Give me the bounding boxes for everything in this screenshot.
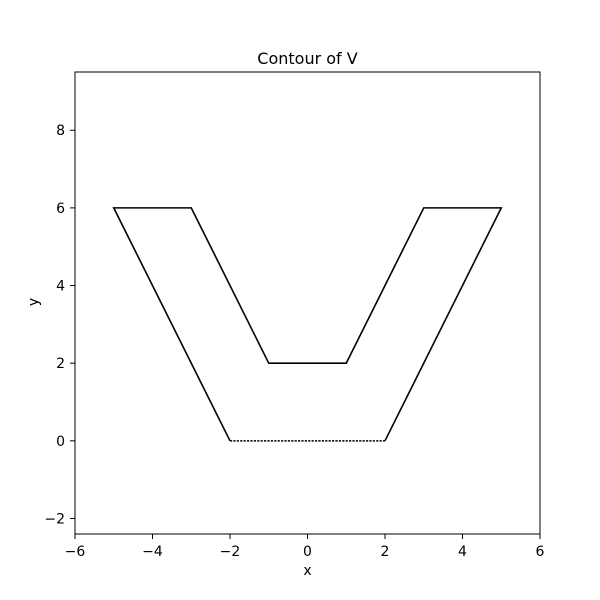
x-tick-label-2: −2 <box>220 544 241 560</box>
y-tick-label-2: 2 <box>56 356 65 372</box>
y-tick-label-4: 6 <box>56 201 65 217</box>
x-tick-label-1: −4 <box>142 544 163 560</box>
plot-frame <box>74 71 541 535</box>
y-axis-label: y <box>26 298 42 306</box>
contour-line <box>112 207 503 442</box>
chart-title: Contour of V <box>257 49 357 68</box>
y-tick-label-3: 4 <box>56 279 65 295</box>
x-tick-label-3: 0 <box>303 544 312 560</box>
x-axis-label: x <box>303 563 311 579</box>
y-tick-label-1: 0 <box>56 434 65 450</box>
x-tick-label-0: −6 <box>65 544 86 560</box>
x-tick-label-6: 6 <box>536 544 545 560</box>
x-tick-label-4: 2 <box>381 544 390 560</box>
y-tick-label-0: −2 <box>44 511 65 527</box>
y-tick-label-5: 8 <box>56 123 65 139</box>
plot-group: −6 −4 −2 0 2 4 6 −2 0 2 4 6 8 <box>44 71 545 560</box>
x-tick-label-5: 4 <box>458 544 467 560</box>
